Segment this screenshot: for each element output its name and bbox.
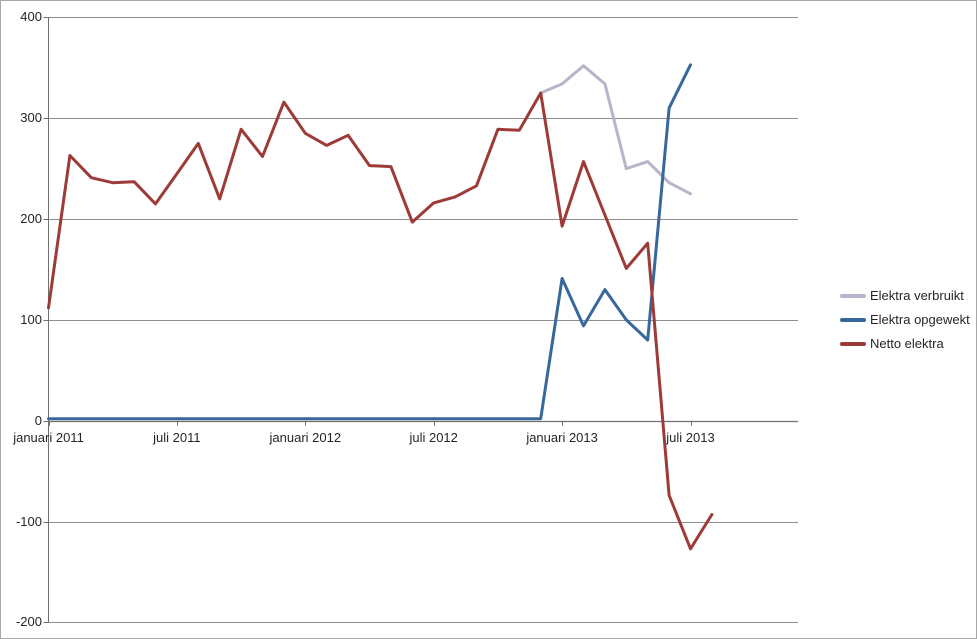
y-axis-label: 0 <box>34 413 42 428</box>
y-axis-label: 200 <box>20 211 42 226</box>
legend-item-elektra-opgewekt: Elektra opgewekt <box>840 311 970 328</box>
y-axis-label: 100 <box>20 312 42 327</box>
series-line-elektra-verbruikt <box>539 64 692 196</box>
legend: Elektra verbruikt Elektra opgewekt Netto… <box>840 287 970 352</box>
x-axis-label: januari 2013 <box>526 430 598 445</box>
legend-label: Elektra verbruikt <box>870 288 964 303</box>
x-axis-label: juli 2012 <box>409 430 458 445</box>
legend-swatch-netto-elektra <box>840 341 866 346</box>
y-axis-label: 400 <box>20 9 42 24</box>
series-line-netto-elektra <box>47 91 714 551</box>
legend-swatch-elektra-verbruikt <box>840 293 866 298</box>
legend-item-elektra-verbruikt: Elektra verbruikt <box>840 287 970 304</box>
series-line-elektra-opgewekt <box>47 63 692 421</box>
y-axis-label: -100 <box>15 514 42 529</box>
x-axis-label: juli 2013 <box>666 430 715 445</box>
legend-label: Netto elektra <box>870 336 944 351</box>
legend-swatch-elektra-opgewekt <box>840 317 866 322</box>
x-axis-label: januari 2011 <box>13 430 84 445</box>
y-axis-label: 300 <box>20 110 42 125</box>
x-axis-label: januari 2012 <box>269 430 342 445</box>
legend-item-netto-elektra: Netto elektra <box>840 335 970 352</box>
x-axis-label: juli 2011 <box>153 430 201 445</box>
y-axis-label: -200 <box>15 614 42 629</box>
legend-label: Elektra opgewekt <box>870 312 970 327</box>
